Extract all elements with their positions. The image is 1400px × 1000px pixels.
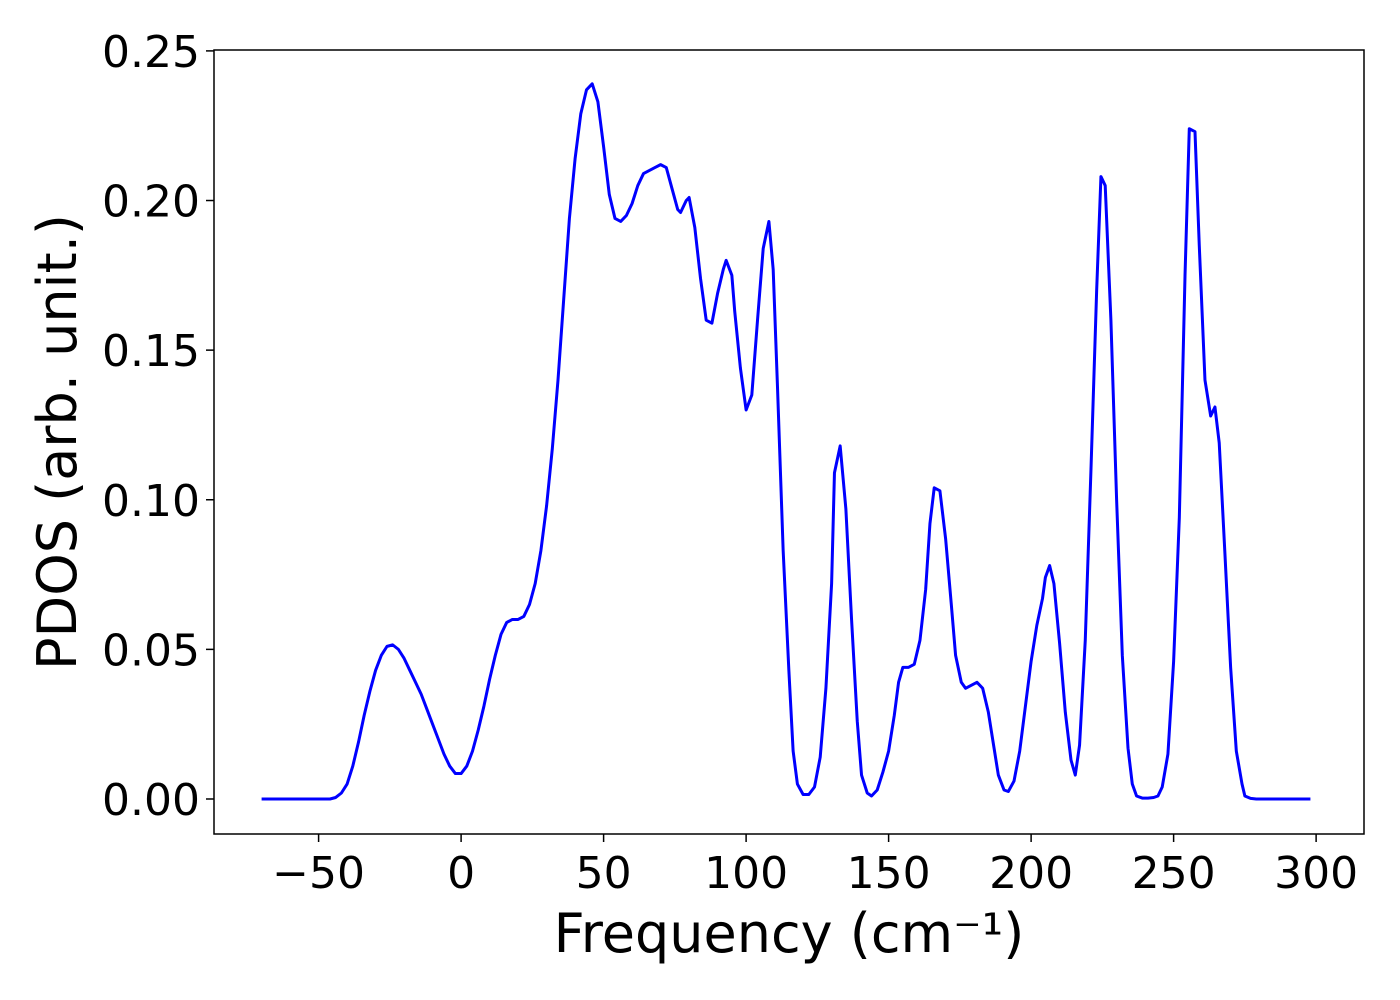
y-tick-label: 0.15 — [102, 326, 200, 377]
plot-frame — [213, 49, 1365, 835]
y-tick-label: 0.10 — [102, 476, 200, 527]
x-tick-label: 0 — [447, 848, 475, 899]
x-tick-label: −50 — [272, 848, 365, 899]
x-tick-label: 100 — [704, 848, 788, 899]
x-tick-label: 150 — [847, 848, 931, 899]
x-axis-label: Frequency (cm⁻¹) — [554, 902, 1025, 965]
x-tick-label: 200 — [989, 848, 1073, 899]
data-line — [261, 82, 1311, 801]
y-tick-label: 0.05 — [102, 625, 200, 676]
y-tick-label: 0.20 — [102, 177, 200, 228]
x-tick-label: 50 — [576, 848, 632, 899]
y-axis-label: PDOS (arb. unit.) — [26, 214, 89, 670]
x-tick-label: 300 — [1274, 848, 1358, 899]
x-tick-label: 250 — [1132, 848, 1216, 899]
y-tick-label: 0.00 — [102, 775, 200, 826]
y-tick-label: 0.25 — [102, 27, 200, 78]
